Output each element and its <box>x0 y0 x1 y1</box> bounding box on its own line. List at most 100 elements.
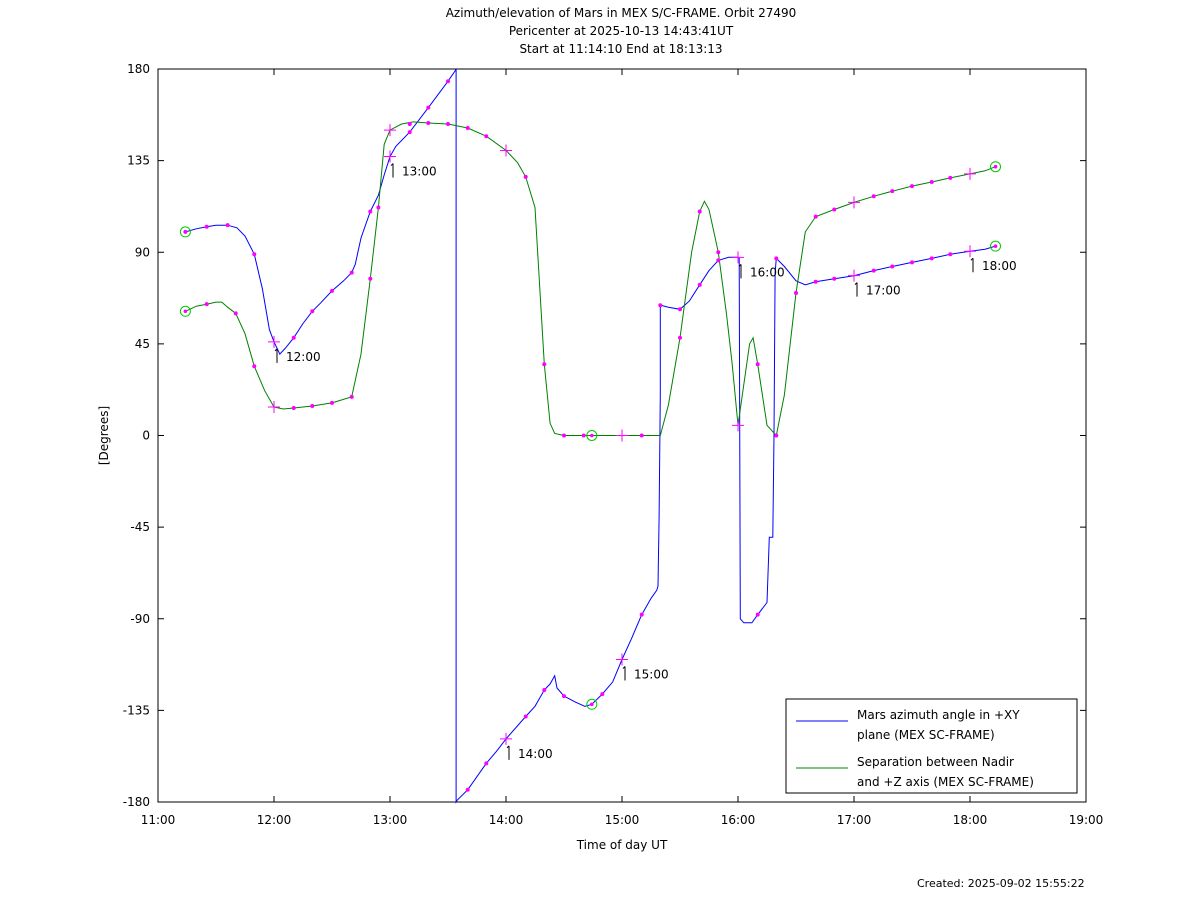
hour-cross-marker <box>616 653 628 666</box>
legend-label: Separation between Nadir <box>857 755 1014 769</box>
point-marker <box>204 302 209 307</box>
point-marker <box>183 230 188 234</box>
point-marker <box>484 761 489 766</box>
point-marker <box>407 121 412 126</box>
point-marker <box>910 184 914 189</box>
x-tick-label: 16:00 <box>721 813 756 827</box>
point-marker <box>523 174 528 179</box>
title-line: Start at 11:14:10 End at 18:13:13 <box>519 42 722 56</box>
x-tick-label: 17:00 <box>837 813 872 827</box>
point-marker <box>755 362 760 367</box>
y-tick-label: 135 <box>127 154 150 168</box>
series-line-2 <box>185 121 996 437</box>
hour-cross-marker <box>268 400 280 413</box>
y-tick-label: -45 <box>130 520 150 534</box>
point-marker <box>890 264 895 269</box>
point-marker <box>542 688 547 693</box>
point-marker <box>368 209 373 214</box>
point-marker <box>890 189 895 194</box>
point-marker <box>407 130 412 135</box>
point-marker <box>562 694 566 699</box>
y-tick-label: 90 <box>135 245 150 259</box>
point-marker <box>794 290 798 295</box>
annotation-pointer <box>970 257 974 261</box>
point-marker <box>993 164 998 169</box>
legend-label: Mars azimuth angle in +XY <box>857 708 1020 722</box>
annotation-pointer <box>390 163 394 166</box>
annotation-pointer <box>506 745 510 749</box>
series-markers <box>179 79 1002 792</box>
time-annotation-label: 16:00 <box>750 265 785 279</box>
hour-cross-marker <box>964 245 976 258</box>
hour-cross-marker <box>732 419 744 432</box>
point-marker <box>678 307 682 312</box>
hour-cross-marker <box>500 144 512 157</box>
x-tick-label: 14:00 <box>489 813 524 827</box>
endpoint-circle <box>179 226 191 238</box>
point-marker <box>929 180 934 185</box>
annotation-pointer <box>622 666 626 669</box>
legend: Mars azimuth angle in +XY plane (MEX SC-F… <box>785 698 1078 794</box>
point-marker <box>484 134 489 139</box>
point-marker <box>929 256 934 261</box>
x-tick-label: 19:00 <box>1069 813 1104 827</box>
y-tick-label: -90 <box>130 612 150 626</box>
hour-cross-marker <box>384 124 396 137</box>
title-line: Azimuth/elevation of Mars in MEX S/C-FRA… <box>446 6 797 20</box>
y-tick-label: 45 <box>135 337 150 351</box>
point-marker <box>658 303 663 308</box>
x-tick-label: 13:00 <box>373 813 408 827</box>
point-marker <box>183 309 188 314</box>
point-marker <box>465 126 470 131</box>
x-tick-label: 12:00 <box>257 813 292 827</box>
point-marker <box>774 256 779 261</box>
point-marker <box>252 364 257 369</box>
time-annotation-label: 14:00 <box>518 747 553 761</box>
point-marker <box>755 612 760 617</box>
point-marker <box>639 433 644 438</box>
y-tick-label: -135 <box>123 703 150 717</box>
hour-cross-marker <box>384 150 396 163</box>
point-marker <box>562 433 566 438</box>
x-axis-label: Time of day UT <box>576 838 668 852</box>
point-marker <box>349 394 354 399</box>
legend-label: plane (MEX SC-FRAME) <box>857 728 995 742</box>
point-marker <box>948 252 953 257</box>
axis-ticks: 11:00 12:00 13:00 14:00 15:00 16:00 17:00 18:00… <box>123 62 1104 827</box>
point-marker <box>639 612 644 617</box>
time-annotation-label: 17:00 <box>866 284 901 298</box>
point-marker <box>426 105 431 110</box>
x-tick-label: 18:00 <box>953 813 988 827</box>
point-marker <box>678 335 682 340</box>
point-marker <box>910 260 914 265</box>
point-marker <box>697 209 702 214</box>
point-marker <box>993 244 998 248</box>
point-marker <box>426 120 431 125</box>
point-marker <box>330 288 334 293</box>
annotation-pointer <box>854 282 858 286</box>
time-annotations: 12:00 13:00 14:00 15:00 16:00 17:00 18:00 <box>274 163 1017 761</box>
y-tick-label: -180 <box>123 795 150 809</box>
point-marker <box>291 406 296 411</box>
hour-cross-marker <box>732 251 744 264</box>
point-marker <box>465 787 470 792</box>
x-tick-label: 15:00 <box>605 813 640 827</box>
point-marker <box>832 276 837 281</box>
hour-cross-marker <box>964 167 976 180</box>
hour-cross-marker <box>616 429 628 442</box>
hour-cross-marker <box>848 196 860 209</box>
point-marker <box>716 258 721 263</box>
endpoint-circle <box>990 240 1002 252</box>
time-annotation-label: 12:00 <box>286 350 321 364</box>
point-marker <box>716 250 721 255</box>
endpoint-circle <box>990 161 1002 173</box>
point-marker <box>330 400 334 405</box>
point-marker <box>368 276 373 281</box>
point-marker <box>832 207 837 212</box>
point-marker <box>446 79 450 84</box>
point-marker <box>446 121 450 126</box>
point-marker <box>349 270 354 275</box>
y-tick-label: 180 <box>127 62 150 76</box>
y-axis-label: [Degrees] <box>97 406 111 465</box>
annotation-pointer <box>738 263 742 267</box>
